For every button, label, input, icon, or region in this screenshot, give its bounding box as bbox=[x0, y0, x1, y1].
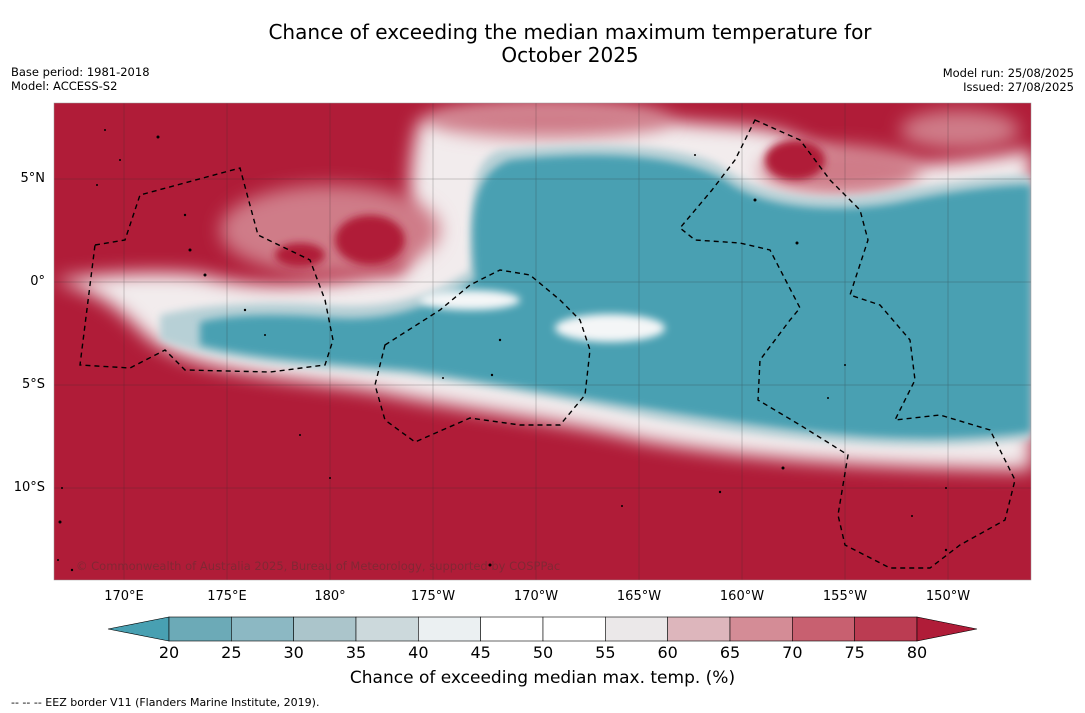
lat-label-5n: 5°N bbox=[20, 171, 46, 186]
colorbar-tick-label: 70 bbox=[782, 643, 803, 662]
eez-legend-note: -- -- -- EEZ border V11 (Flanders Marine… bbox=[11, 696, 320, 709]
lon-label-180: 180° bbox=[314, 589, 346, 604]
colorbar-swatch bbox=[542, 616, 606, 642]
lat-label-10s: 10°S bbox=[13, 480, 45, 495]
lon-label-170e: 170°E bbox=[104, 589, 144, 604]
colorbar-swatch bbox=[418, 616, 481, 642]
colorbar-swatch bbox=[168, 616, 232, 642]
colorbar-low-arrow bbox=[107, 616, 170, 642]
colorbar-tick-label: 25 bbox=[221, 643, 242, 662]
colorbar-label: Chance of exceeding median max. temp. (%… bbox=[349, 668, 736, 688]
colorbar-tick-label: 50 bbox=[532, 643, 554, 662]
colorbar-tick-label: 45 bbox=[470, 643, 491, 662]
lon-label-165w: 165°W bbox=[616, 589, 662, 604]
colorbar-tick-label: 20 bbox=[158, 643, 180, 662]
colorbar-tick-label: 75 bbox=[844, 643, 865, 662]
islands bbox=[57, 129, 948, 572]
colorbar bbox=[107, 616, 978, 642]
lon-label-170w: 170°W bbox=[513, 589, 559, 604]
meta-right: Model run: 25/08/2025 Issued: 27/08/2025 bbox=[943, 66, 1074, 94]
meta-left: Base period: 1981-2018 Model: ACCESS-S2 bbox=[11, 65, 150, 93]
colorbar-tick-label: 55 bbox=[595, 643, 616, 662]
colorbar-tick-label: 30 bbox=[283, 643, 304, 662]
eez-borders bbox=[79, 119, 1016, 569]
colorbar-high-arrow bbox=[916, 616, 978, 642]
colorbar-swatch bbox=[480, 616, 544, 642]
issued-date: Issued: 27/08/2025 bbox=[963, 80, 1074, 94]
title-line-1: Chance of exceeding the median maximum t… bbox=[268, 20, 872, 44]
colorbar-tick-label: 65 bbox=[719, 643, 741, 662]
colorbar-swatch bbox=[729, 616, 793, 642]
colorbar-swatch bbox=[293, 616, 357, 642]
lon-label-150w: 150°W bbox=[925, 589, 971, 604]
lon-label-155w: 155°W bbox=[822, 589, 868, 604]
colorbar-swatch bbox=[792, 616, 855, 642]
base-period: Base period: 1981-2018 bbox=[11, 65, 150, 79]
map-frame bbox=[53, 102, 1032, 581]
colorbar-swatch bbox=[605, 616, 668, 642]
colorbar-tick-label: 35 bbox=[345, 643, 367, 662]
colorbar-tick-label: 40 bbox=[408, 643, 429, 662]
lat-label-0: 0° bbox=[30, 274, 45, 289]
graticule bbox=[54, 103, 1031, 580]
colorbar-swatch bbox=[854, 616, 918, 642]
colorbar-tick-label: 80 bbox=[906, 643, 928, 662]
lon-label-175w: 175°W bbox=[410, 589, 456, 604]
title-line-2: October 2025 bbox=[501, 43, 639, 67]
map-field bbox=[54, 103, 1031, 580]
lat-label-5s: 5°S bbox=[21, 377, 45, 392]
colorbar-swatch bbox=[355, 616, 419, 642]
map-title: Chance of exceeding the median maximum t… bbox=[160, 21, 980, 67]
lon-label-175e: 175°E bbox=[207, 589, 247, 604]
colorbar-swatch bbox=[231, 616, 294, 642]
lon-label-160w: 160°W bbox=[719, 589, 765, 604]
model-run: Model run: 25/08/2025 bbox=[942, 66, 1074, 80]
below-median-region bbox=[200, 155, 1031, 439]
colorbar-swatch bbox=[667, 616, 731, 642]
model-name: Model: ACCESS-S2 bbox=[11, 79, 118, 93]
colorbar-tick-label: 60 bbox=[657, 643, 678, 662]
copyright-notice: © Commonwealth of Australia 2025, Bureau… bbox=[76, 559, 561, 573]
